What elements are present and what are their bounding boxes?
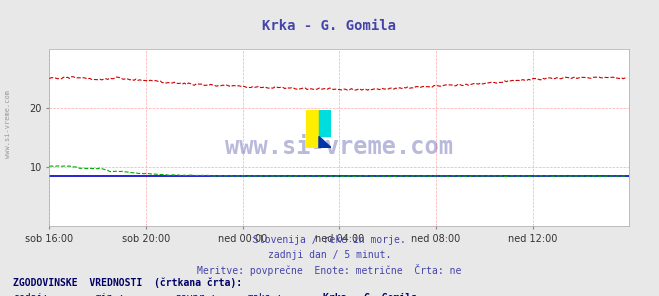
Text: ZGODOVINSKE  VREDNOSTI  (črtkana črta):: ZGODOVINSKE VREDNOSTI (črtkana črta): (13, 278, 243, 288)
Text: Krka - G. Gomila: Krka - G. Gomila (323, 293, 417, 296)
Text: Meritve: povprečne  Enote: metrične  Črta: ne: Meritve: povprečne Enote: metrične Črta:… (197, 264, 462, 276)
Text: zadnji dan / 5 minut.: zadnji dan / 5 minut. (268, 250, 391, 260)
Text: sedaj:: sedaj: (13, 293, 48, 296)
Text: www.si-vreme.com: www.si-vreme.com (225, 134, 453, 159)
Text: maks.:: maks.: (247, 293, 282, 296)
Text: min.:: min.: (96, 293, 125, 296)
Text: Slovenija / reke in morje.: Slovenija / reke in morje. (253, 235, 406, 245)
Text: www.si-vreme.com: www.si-vreme.com (5, 90, 11, 158)
Bar (306, 110, 319, 148)
Polygon shape (319, 136, 331, 148)
Text: povpr.:: povpr.: (175, 293, 215, 296)
Text: Krka - G. Gomila: Krka - G. Gomila (262, 19, 397, 33)
Bar (319, 110, 331, 136)
